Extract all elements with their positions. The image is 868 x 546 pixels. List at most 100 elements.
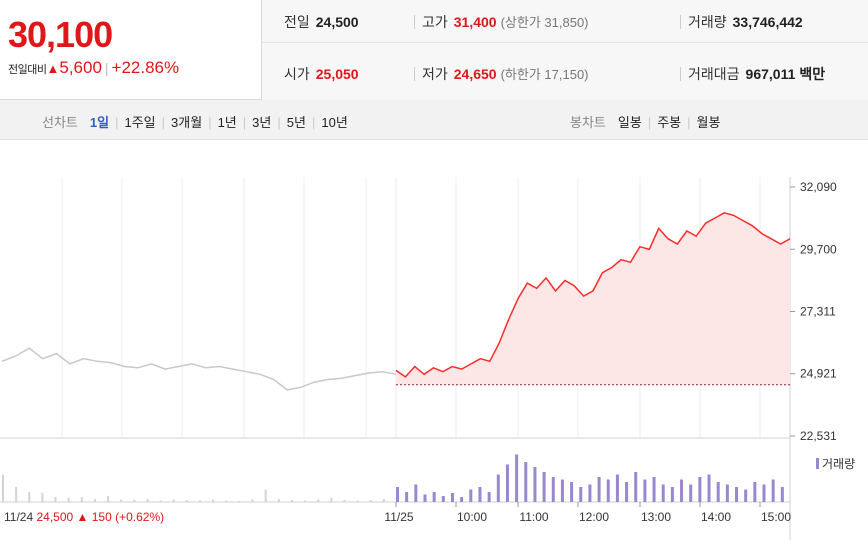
line-period-tab-3[interactable]: 1년 bbox=[217, 115, 237, 130]
toolbar-divider: | bbox=[277, 115, 281, 130]
candle-chart-label: 봉차트 bbox=[570, 115, 606, 130]
volume-bar bbox=[515, 454, 519, 502]
volume-bar bbox=[652, 477, 656, 502]
volume-bar bbox=[487, 492, 491, 502]
prev-volume-bar bbox=[225, 500, 228, 502]
stat-divider bbox=[680, 15, 681, 29]
volume-bar bbox=[505, 464, 509, 502]
volume-bar bbox=[405, 492, 409, 502]
volume-bar bbox=[643, 479, 647, 502]
volume-bar bbox=[560, 479, 564, 502]
stat-low: 저가 24,650 (하한가 17,150) bbox=[422, 66, 589, 82]
line-period-tab-1[interactable]: 1주일 bbox=[124, 115, 156, 130]
prev-volume-bar bbox=[80, 497, 83, 502]
volume-bar bbox=[780, 487, 784, 502]
volume-bar bbox=[735, 487, 739, 502]
stats-row-top bbox=[262, 0, 868, 43]
line-chart-label: 선차트 bbox=[42, 115, 78, 130]
volume-bar bbox=[551, 477, 555, 502]
prev-volume-bar bbox=[277, 499, 280, 502]
volume-bar bbox=[478, 487, 482, 502]
volume-bar bbox=[634, 472, 638, 502]
line-period-tab-0[interactable]: 1일 bbox=[89, 115, 110, 130]
toolbar-divider: | bbox=[208, 115, 212, 130]
today-price-area bbox=[396, 212, 790, 385]
volume-bar bbox=[753, 482, 757, 502]
toolbar-divider: | bbox=[115, 115, 119, 130]
volume-bar bbox=[423, 494, 427, 502]
volume-bar bbox=[460, 497, 464, 502]
prev-volume-bar bbox=[28, 492, 31, 502]
prev-volume-bar bbox=[67, 498, 70, 502]
line-chart-periods: 선차트 1일 | 1주일 | 3개월 | 1년 | 3년 | 5년 | 10년 bbox=[42, 112, 348, 131]
volume-bar bbox=[432, 492, 436, 502]
prev-volume-bar bbox=[159, 500, 162, 502]
candle-period-tab-1[interactable]: 주봉 bbox=[657, 115, 682, 130]
volume-bar bbox=[606, 479, 610, 502]
volume-bar bbox=[771, 479, 775, 502]
x-tick-label: 15:00 bbox=[761, 510, 791, 524]
x-tick-label: 12:00 bbox=[579, 510, 609, 524]
price-chart-svg: 32,090 29,700 27,311 24,921 22,531 거래량 11/25 10… bbox=[0, 177, 855, 540]
prev-volume-bar bbox=[317, 499, 320, 502]
x-tick-label: 10:00 bbox=[457, 510, 487, 524]
volume-bar bbox=[524, 462, 528, 502]
candle-chart-periods: 봉차트 일봉 | 주봉 | 월봉 bbox=[570, 112, 720, 131]
x-tick-label: 14:00 bbox=[701, 510, 731, 524]
volume-bar bbox=[661, 484, 665, 502]
quote-header: 30,100 전일대비▲5,600 | +22.86% 전일 24,500 고가 31,… bbox=[0, 0, 868, 100]
volume-bar bbox=[762, 484, 766, 502]
candle-period-tab-0[interactable]: 일봉 bbox=[617, 115, 642, 130]
toolbar-divider: | bbox=[161, 115, 166, 130]
prev-volume-bar bbox=[93, 499, 96, 502]
price-chart: 32,090 29,700 27,311 24,921 22,531 거래량 11/25 10… bbox=[0, 140, 868, 541]
candle-period-tab-2[interactable]: 월봉 bbox=[696, 115, 721, 130]
prev-volume-bar bbox=[330, 498, 333, 502]
line-period-tab-4[interactable]: 3년 bbox=[252, 115, 272, 130]
current-price: 30,100 bbox=[8, 14, 113, 55]
y-tick-label: 27,311 bbox=[800, 304, 836, 318]
stat-volume: 거래량 33,746,442 bbox=[688, 14, 803, 30]
prev-volume-bar bbox=[212, 499, 215, 502]
prev-volume-bar bbox=[264, 489, 267, 502]
volume-bar bbox=[725, 484, 729, 502]
prev-volume-bar bbox=[199, 500, 201, 502]
volume-bar bbox=[533, 467, 537, 502]
volume-bar bbox=[698, 477, 702, 502]
line-period-tab-6[interactable]: 10년 bbox=[321, 115, 348, 130]
volume-bar bbox=[680, 479, 684, 502]
line-period-tab-5[interactable]: 5년 bbox=[286, 115, 306, 130]
line-period-tab-2[interactable]: 3개월 bbox=[171, 115, 203, 130]
y-tick-label: 29,700 bbox=[800, 242, 837, 256]
volume-bar bbox=[450, 493, 454, 502]
prev-day-caption: 11/24 24,500 ▲ 150 (+0.62%) bbox=[4, 510, 164, 524]
price-summary: 30,100 전일대비▲5,600 | +22.86% bbox=[0, 0, 262, 100]
stat-divider bbox=[414, 15, 415, 29]
prev-volume-bar bbox=[382, 499, 385, 502]
volume-bar bbox=[597, 477, 601, 502]
prev-volume-bar bbox=[369, 500, 372, 502]
toolbar-divider: | bbox=[242, 115, 247, 130]
stat-divider bbox=[414, 67, 415, 81]
volume-bar bbox=[716, 482, 720, 502]
change-percent: +22.86% bbox=[111, 58, 180, 77]
volume-bar bbox=[625, 482, 629, 502]
prev-volume-bar bbox=[172, 499, 175, 502]
toolbar-divider: | bbox=[311, 115, 316, 130]
up-arrow-icon: ▲ bbox=[46, 61, 60, 76]
volume-legend-swatch bbox=[816, 458, 819, 469]
prev-volume-bar bbox=[54, 497, 57, 502]
volume-bar bbox=[542, 472, 546, 502]
volume-legend-label: 거래량 bbox=[822, 457, 855, 471]
volume-bar bbox=[744, 489, 748, 502]
prev-volume-bar bbox=[15, 487, 18, 502]
volume-bar bbox=[707, 474, 711, 502]
x-tick-label: 13:00 bbox=[641, 510, 671, 524]
volume-bar bbox=[579, 487, 583, 502]
x-tick-label: 11:00 bbox=[519, 510, 548, 524]
prev-volume-bar bbox=[251, 499, 254, 502]
price-stats: 전일 24,500 고가 31,400 (상한가 31,850) 거래량 33,746,… bbox=[262, 0, 868, 100]
prev-volume-bar bbox=[146, 499, 149, 502]
stat-amount: 거래대금 967,011 백만 bbox=[688, 66, 826, 82]
volume-bar bbox=[396, 487, 399, 502]
